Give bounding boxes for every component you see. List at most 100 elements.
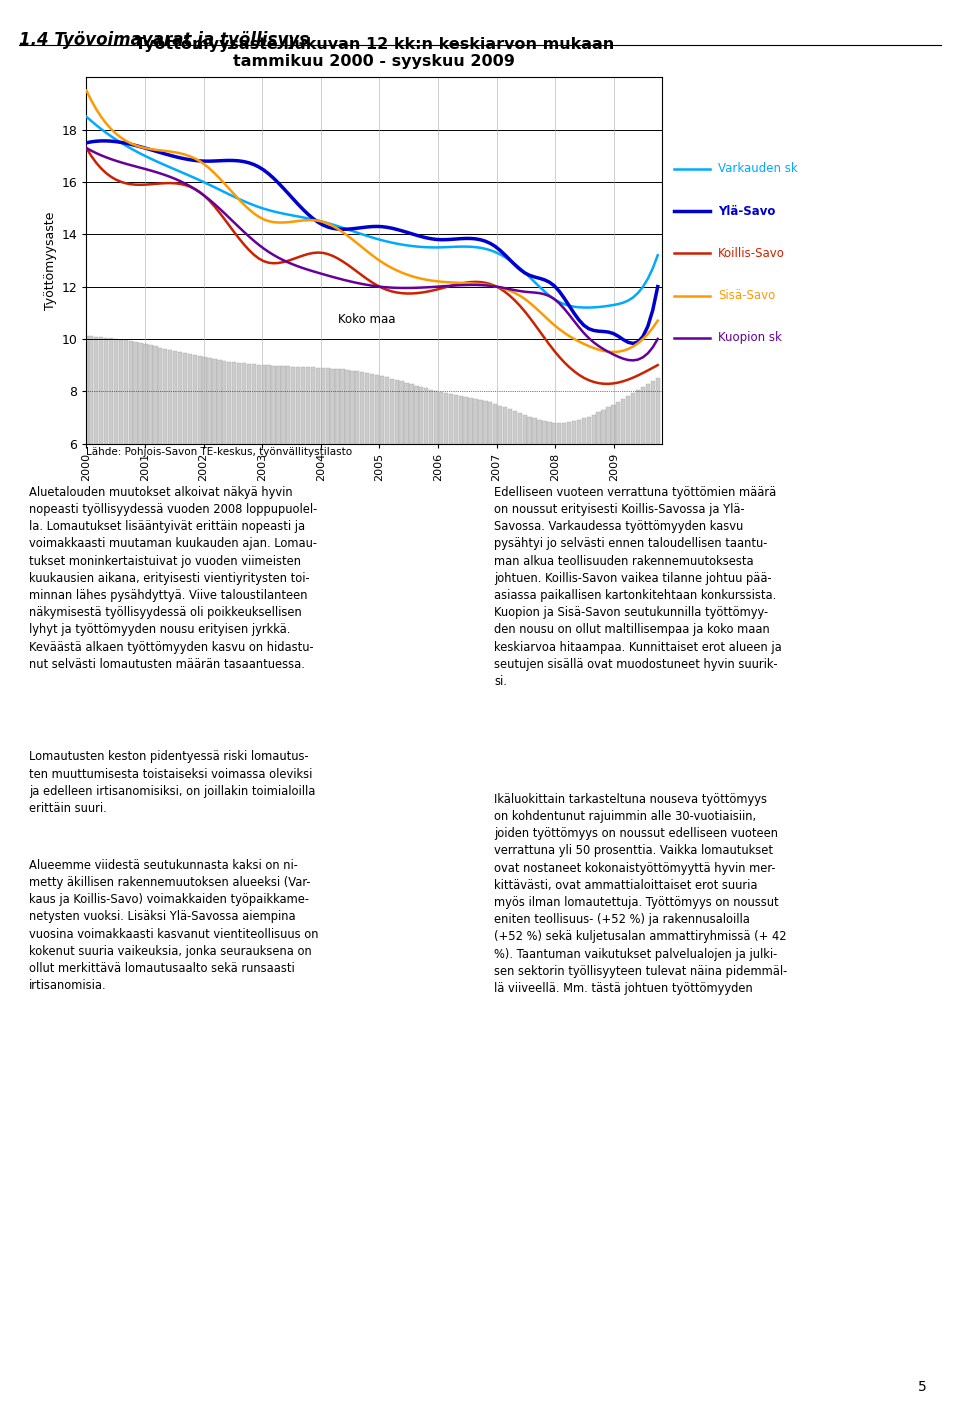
Bar	[374, 375, 379, 600]
Bar	[272, 366, 276, 600]
Bar	[228, 362, 231, 600]
Bar	[325, 367, 330, 600]
Bar	[651, 382, 655, 600]
Text: Lomautusten keston pidentyessä riski lomautus-
ten muuttumisesta toistaiseksi vo: Lomautusten keston pidentyessä riski lom…	[29, 750, 315, 815]
Bar	[483, 401, 488, 600]
Bar	[656, 379, 660, 600]
Bar	[203, 358, 206, 600]
Bar	[341, 369, 345, 600]
Bar	[399, 382, 404, 600]
Bar	[414, 386, 419, 600]
Bar	[370, 375, 374, 600]
Bar	[108, 338, 113, 600]
Bar	[459, 396, 463, 600]
Bar	[390, 379, 394, 600]
Bar	[517, 413, 522, 600]
Bar	[237, 363, 241, 600]
Text: Kuopion sk: Kuopion sk	[718, 331, 782, 345]
Text: 5: 5	[918, 1380, 926, 1394]
Bar	[493, 404, 497, 600]
Bar	[321, 367, 325, 600]
Bar	[291, 366, 296, 600]
Bar	[612, 404, 615, 600]
Bar	[335, 369, 340, 600]
Bar	[444, 393, 448, 600]
Bar	[557, 422, 562, 600]
Bar	[542, 421, 546, 600]
Title: Työttömyysaste liukuvan 12 kk:n keskiarvon mukaan
tammikuu 2000 - syyskuu 2009: Työttömyysaste liukuvan 12 kk:n keskiarv…	[134, 37, 614, 69]
Bar	[547, 422, 552, 600]
Bar	[646, 384, 650, 600]
Text: Ikäluokittain tarkasteltuna nouseva työttömyys
on kohdentunut rajuimmin alle 30-: Ikäluokittain tarkasteltuna nouseva työt…	[494, 793, 787, 995]
Bar	[567, 422, 571, 600]
Bar	[360, 372, 365, 600]
Bar	[173, 351, 178, 600]
Bar	[596, 413, 601, 600]
Bar	[252, 365, 256, 600]
Bar	[636, 390, 640, 600]
Bar	[256, 365, 261, 600]
Bar	[439, 391, 444, 600]
Text: 1.4 Työvoimavarat ja työllisyys: 1.4 Työvoimavarat ja työllisyys	[19, 31, 309, 49]
Bar	[148, 345, 153, 600]
Bar	[591, 414, 596, 600]
Text: Koillis-Savo: Koillis-Savo	[718, 246, 785, 260]
Bar	[420, 387, 423, 600]
Bar	[626, 396, 631, 600]
Bar	[104, 338, 108, 600]
Bar	[454, 394, 458, 600]
Bar	[182, 353, 187, 600]
Bar	[527, 417, 532, 600]
Bar	[640, 387, 645, 600]
Text: Alueemme viidestä seutukunnasta kaksi on ni-
metty äkillisen rakennemuutoksen al: Alueemme viidestä seutukunnasta kaksi on…	[29, 859, 319, 993]
Bar	[409, 384, 414, 600]
Bar	[380, 376, 384, 600]
Bar	[129, 341, 132, 600]
Bar	[424, 389, 428, 600]
Bar	[448, 394, 453, 600]
Bar	[94, 337, 99, 600]
Bar	[468, 397, 472, 600]
Bar	[286, 366, 291, 600]
Bar	[616, 401, 620, 600]
Bar	[207, 359, 212, 600]
Bar	[631, 393, 636, 600]
Bar	[582, 418, 586, 600]
Bar	[508, 410, 512, 600]
Bar	[346, 370, 349, 600]
Bar	[429, 390, 433, 600]
Bar	[158, 348, 162, 600]
Bar	[404, 383, 409, 600]
Bar	[247, 363, 252, 600]
Bar	[488, 403, 492, 600]
Bar	[217, 360, 222, 600]
Bar	[522, 415, 527, 600]
Y-axis label: Työttömyysaste: Työttömyysaste	[44, 211, 58, 310]
Bar	[133, 342, 138, 600]
Bar	[434, 391, 439, 600]
Bar	[478, 400, 483, 600]
Bar	[552, 422, 557, 600]
Bar	[276, 366, 280, 600]
Bar	[138, 344, 143, 600]
Bar	[267, 366, 271, 600]
Bar	[119, 339, 123, 600]
Bar	[533, 418, 537, 600]
Bar	[621, 398, 625, 600]
Bar	[498, 406, 502, 600]
Bar	[464, 397, 468, 600]
Bar	[296, 366, 300, 600]
Bar	[198, 356, 202, 600]
Bar	[350, 370, 354, 600]
Text: Edelliseen vuoteen verrattuna työttömien määrä
on noussut erityisesti Koillis-Sa: Edelliseen vuoteen verrattuna työttömien…	[494, 486, 782, 689]
Bar	[503, 407, 507, 600]
Text: Sisä-Savo: Sisä-Savo	[718, 289, 776, 303]
Bar	[601, 410, 606, 600]
Bar	[355, 372, 359, 600]
Bar	[193, 355, 197, 600]
Text: Ylä-Savo: Ylä-Savo	[718, 204, 776, 218]
Bar	[562, 422, 566, 600]
Bar	[99, 337, 104, 600]
Text: Lähde: Pohjois-Savon TE-keskus, työnvällitystilasto: Lähde: Pohjois-Savon TE-keskus, työnväll…	[86, 446, 352, 456]
Text: Aluetalouden muutokset alkoivat näkyä hyvin
nopeasti työllisyydessä vuoden 2008 : Aluetalouden muutokset alkoivat näkyä hy…	[29, 486, 317, 670]
